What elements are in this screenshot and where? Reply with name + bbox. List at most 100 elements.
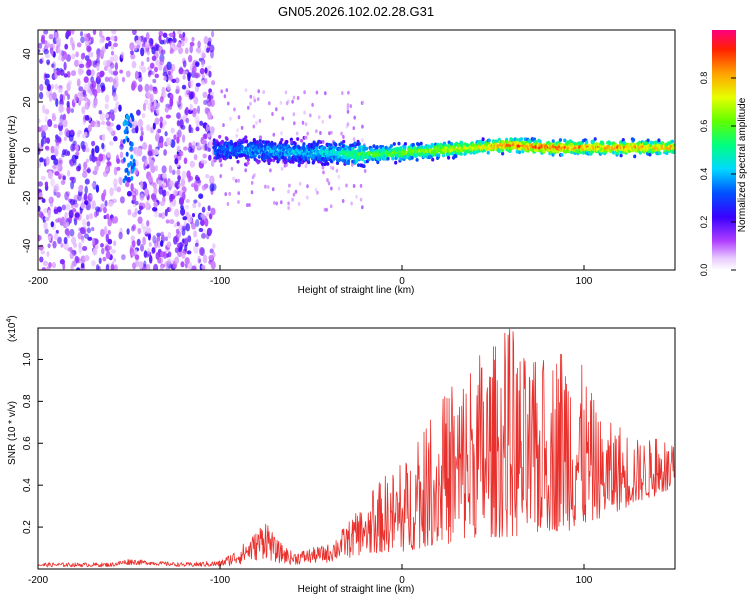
heatmap-cell	[193, 245, 199, 254]
heatmap-cell	[184, 36, 188, 44]
heatmap-cell	[209, 248, 214, 254]
heatmap-cell	[86, 221, 91, 227]
heatmap-cell	[201, 59, 205, 68]
heatmap-cell	[53, 232, 59, 241]
heatmap-cell	[248, 203, 251, 207]
heatmap-cell	[59, 258, 65, 265]
heatmap-cell	[137, 227, 142, 235]
heatmap-cell	[38, 205, 41, 212]
heatmap-cell	[196, 179, 202, 184]
heatmap-cell	[191, 222, 197, 230]
heatmap-cell	[173, 236, 178, 245]
heatmap-cell	[459, 152, 463, 156]
heatmap-cell	[399, 146, 403, 150]
heatmap-cell	[209, 183, 215, 192]
heatmap-cell	[101, 142, 105, 150]
heatmap-cell	[44, 145, 50, 150]
heatmap-cell	[377, 157, 381, 162]
heatmap-cell	[42, 124, 49, 131]
heatmap-cell	[113, 240, 117, 247]
heatmap-cell	[184, 237, 188, 246]
heatmap-cell	[44, 216, 50, 222]
heatmap-cell	[437, 153, 441, 158]
heatmap-cell	[193, 154, 198, 161]
heatmap-cell	[306, 184, 309, 189]
heatmap-cell	[52, 240, 57, 249]
heatmap-cell	[655, 151, 659, 156]
heatmap-cell	[135, 39, 141, 45]
heatmap-cell	[201, 184, 207, 191]
heatmap-cell	[108, 67, 113, 74]
heatmap-cell	[213, 145, 217, 150]
heatmap-cell	[328, 114, 332, 119]
heatmap-cell	[321, 165, 325, 170]
heatmap-cell	[139, 193, 145, 201]
heatmap-cell	[195, 82, 201, 87]
heatmap-cell	[38, 192, 43, 198]
heatmap-cell	[63, 236, 68, 245]
heatmap-cell	[309, 113, 312, 118]
heatmap-cell	[92, 30, 97, 36]
heatmap-cell	[210, 130, 214, 136]
heatmap-cell	[82, 228, 86, 235]
heatmap-cell	[89, 154, 93, 162]
heatmap-cell	[109, 76, 114, 83]
heatmap-cell	[150, 165, 156, 174]
heatmap-cell	[311, 102, 314, 107]
heatmap-cell	[46, 59, 51, 65]
heatmap-cell	[137, 216, 143, 224]
heatmap-cell	[91, 155, 97, 163]
heatmap-cell	[195, 126, 200, 132]
heatmap-cell	[207, 227, 213, 235]
colorbar-tick-label: 0.0	[699, 264, 709, 277]
heatmap-cell	[672, 150, 675, 154]
heatmap-cell	[246, 161, 250, 166]
heatmap-cell	[175, 228, 180, 235]
heatmap-cell	[289, 159, 293, 164]
heatmap-cell	[356, 163, 361, 168]
heatmap-cell	[140, 244, 144, 252]
heatmap-cell	[67, 169, 71, 177]
heatmap-cell	[307, 160, 311, 165]
heatmap-cell	[162, 91, 167, 98]
heatmap-cell	[163, 149, 167, 156]
heatmap-cell	[346, 106, 350, 111]
heatmap-cell	[184, 257, 190, 265]
heatmap-cell	[100, 120, 106, 125]
heatmap-cell	[410, 156, 414, 160]
heatmap-cell	[522, 141, 527, 146]
heatmap-cell	[206, 65, 212, 70]
heatmap-cell	[107, 238, 113, 245]
heatmap-cell	[77, 231, 83, 240]
heatmap-cell	[181, 225, 187, 231]
heatmap-cell	[47, 118, 53, 128]
heatmap-cell	[54, 148, 59, 157]
heatmap-cell	[208, 125, 212, 132]
heatmap-cell	[147, 176, 152, 183]
heatmap-cell	[324, 148, 328, 153]
heatmap-cell	[63, 136, 67, 141]
heatmap-cell	[94, 244, 99, 250]
heatmap-cell	[297, 145, 301, 150]
heatmap-cell	[51, 112, 56, 118]
heatmap-cell	[70, 129, 74, 136]
heatmap-cell	[207, 205, 211, 212]
colorbar-tick-label: 0.6	[699, 120, 709, 133]
heatmap-cell	[183, 157, 188, 165]
heatmap-cell	[581, 151, 586, 155]
heatmap-cell	[72, 140, 77, 146]
heatmap-cell	[292, 112, 296, 117]
heatmap-cell	[38, 160, 42, 168]
heatmap-cell	[75, 96, 79, 102]
heatmap-cell	[246, 203, 249, 208]
heatmap-cell	[74, 59, 80, 67]
heatmap-cell	[160, 212, 166, 220]
heatmap-cell	[96, 48, 102, 57]
heatmap-cell	[368, 155, 372, 160]
heatmap-cell	[168, 165, 173, 174]
heatmap-cell	[376, 160, 380, 165]
heatmap-cell	[575, 149, 579, 154]
heatmap-cell	[130, 235, 135, 241]
heatmap-cell	[80, 36, 85, 44]
heatmap-cell	[126, 228, 130, 235]
